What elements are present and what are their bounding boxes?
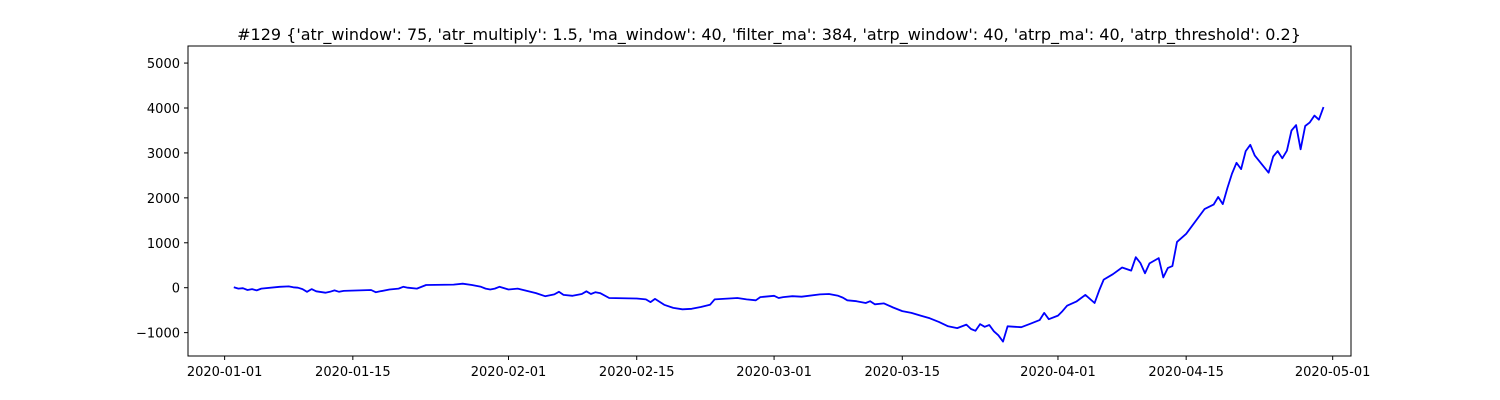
y-tick-label: 2000 — [147, 192, 180, 207]
x-tick-label: 2020-03-15 — [865, 365, 941, 380]
y-tick-label: 3000 — [147, 147, 180, 162]
x-tick-label: 2020-02-01 — [471, 365, 547, 380]
x-tick-label: 2020-01-15 — [315, 365, 391, 380]
y-tick-label: 1000 — [147, 237, 180, 252]
y-axis-ticks: −1000 0 1000 2000 3000 4000 5000 — [136, 57, 188, 342]
x-axis-ticks: 2020-01-01 2020-01-15 2020-02-01 2020-02-15… — [187, 356, 1371, 380]
x-tick-label: 2020-02-15 — [599, 365, 675, 380]
x-tick-label: 2020-05-01 — [1295, 365, 1371, 380]
chart-title: #129 {'atr_window': 75, 'atr_multiply': … — [237, 25, 1301, 45]
x-tick-label: 2020-03-01 — [736, 365, 812, 380]
y-tick-label: 4000 — [147, 102, 180, 117]
x-tick-label: 2020-04-01 — [1020, 365, 1096, 380]
x-tick-label: 2020-04-15 — [1148, 365, 1224, 380]
series-line — [233, 106, 1325, 343]
y-tick-label: −1000 — [136, 327, 180, 342]
x-tick-label: 2020-01-01 — [187, 365, 263, 380]
y-tick-label: 0 — [172, 282, 180, 297]
y-tick-label: 5000 — [147, 57, 180, 72]
series-layer — [233, 106, 1325, 343]
plot-area-frame — [187, 45, 1352, 357]
